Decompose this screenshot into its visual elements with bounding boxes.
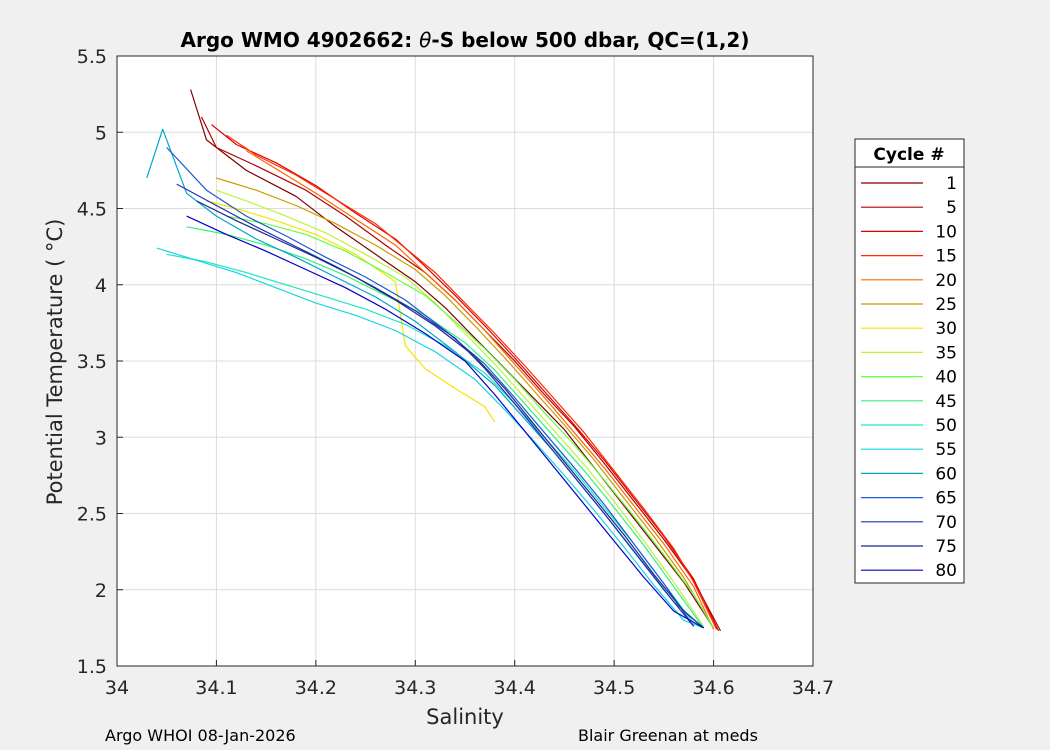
legend-label-5: 5 [946, 198, 957, 218]
legend-label-1: 1 [946, 174, 957, 194]
legend-label-35: 35 [935, 343, 957, 363]
series-line-cycle-25 [216, 177, 715, 629]
legend-label-15: 15 [935, 247, 957, 267]
legend-label-40: 40 [935, 368, 957, 388]
legend-label-30: 30 [935, 319, 957, 339]
title-prefix: Argo WMO 4902662: [181, 28, 420, 52]
y-tick-label: 5.5 [77, 46, 107, 68]
y-tick-label: 4 [95, 275, 107, 297]
series-line-cycle-75 [196, 200, 704, 629]
x-tick-label: 34.1 [195, 677, 237, 699]
chart-title: Argo WMO 4902662: θ-S below 500 dbar, QC… [181, 28, 750, 52]
legend-label-20: 20 [935, 271, 957, 291]
y-tick-label: 4.5 [77, 199, 107, 221]
y-tick-label: 3 [95, 427, 107, 449]
title-suffix: -S below 500 dbar, QC=(1,2) [431, 28, 749, 52]
series-line-cycle-65 [166, 147, 695, 627]
legend-label-60: 60 [935, 464, 957, 484]
series-line-cycle-80 [186, 215, 704, 629]
series-line-cycle-10 [211, 124, 720, 632]
legend-label-70: 70 [935, 513, 957, 533]
series-line-cycle-20 [245, 150, 715, 630]
y-axis-label: Potential Temperature ( °C) [43, 219, 67, 506]
series-line-cycle-55 [156, 247, 704, 629]
footer-right: Blair Greenan at meds [578, 726, 758, 745]
x-axis-ticks: 34 34.1 34.2 34.3 34.4 34.5 34.6 34.7 [105, 660, 834, 699]
legend-label-80: 80 [935, 561, 957, 581]
x-tick-label: 34 [105, 677, 129, 699]
legend-label-65: 65 [935, 489, 957, 509]
legend-title: Cycle # [873, 145, 944, 165]
legend-label-45: 45 [935, 392, 957, 412]
y-axis-ticks: 1.5 2 2.5 3 3.5 4 4.5 5 5.5 [77, 46, 123, 678]
data-series [146, 89, 722, 632]
footer-left: Argo WHOI 08-Jan-2026 [105, 726, 296, 745]
legend-label-10: 10 [935, 222, 957, 242]
series-line-cycle-35 [216, 189, 705, 627]
series-line-cycle-45 [186, 226, 705, 629]
series-line-cycle-15 [226, 134, 718, 630]
y-tick-label: 2.5 [77, 504, 107, 526]
series-line-cycle-1 [190, 89, 715, 629]
x-tick-label: 34.3 [394, 677, 436, 699]
legend-label-25: 25 [935, 295, 957, 315]
x-tick-label: 34.6 [692, 677, 734, 699]
x-tick-label: 34.7 [792, 677, 834, 699]
x-tick-label: 34.4 [494, 677, 536, 699]
x-tick-label: 34.5 [593, 677, 635, 699]
series-line-cycle-40 [226, 215, 715, 629]
y-tick-label: 1.5 [77, 656, 107, 678]
title-theta-symbol: θ [419, 28, 431, 52]
y-tick-label: 2 [95, 580, 107, 602]
legend-box [854, 138, 965, 584]
x-tick-label: 34.2 [295, 677, 337, 699]
y-tick-label: 3.5 [77, 351, 107, 373]
legend-label-50: 50 [935, 416, 957, 436]
y-tick-label: 5 [95, 122, 107, 144]
legend-label-55: 55 [935, 440, 957, 460]
legend-label-75: 75 [935, 537, 957, 557]
series-line-cycle-30 [206, 200, 496, 423]
x-axis-label: Salinity [426, 705, 504, 729]
